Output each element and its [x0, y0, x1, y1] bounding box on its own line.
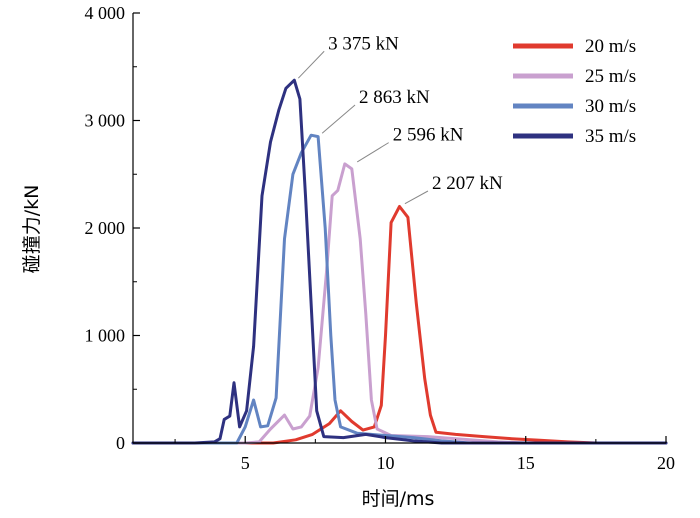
- y-tick-label: 1 000: [85, 326, 126, 346]
- y-tick-label: 0: [116, 433, 125, 453]
- legend-label: 30 m/s: [585, 96, 636, 117]
- legend-label: 35 m/s: [585, 126, 636, 147]
- x-tick-label: 10: [376, 453, 394, 473]
- annotation-leader-line: [321, 104, 356, 134]
- y-axis-label: 碰撞力/kN: [21, 185, 43, 274]
- legend-label: 20 m/s: [585, 36, 636, 57]
- annotation-label: 2 596 kN: [393, 125, 464, 146]
- series-line-30-m-s: [131, 133, 668, 445]
- x-tick-label: 5: [241, 453, 250, 473]
- series-line-25-m-s: [131, 162, 668, 445]
- legend-label: 25 m/s: [585, 66, 636, 87]
- annotation-leader-line: [356, 142, 389, 163]
- y-tick-label: 3 000: [85, 111, 126, 131]
- series-line-35-m-s: [131, 78, 668, 445]
- y-tick-label: 2 000: [85, 218, 126, 238]
- x-tick-label: 20: [657, 453, 675, 473]
- annotation-leader-line: [297, 50, 325, 79]
- x-axis-label: 时间/ms: [362, 488, 435, 510]
- annotation-label: 2 207 kN: [432, 173, 503, 194]
- annotation-label: 2 863 kN: [359, 87, 430, 108]
- annotation-leader-line: [404, 190, 429, 205]
- x-tick-label: 15: [517, 453, 535, 473]
- series-line-20-m-s: [131, 205, 668, 445]
- annotation-label: 3 375 kN: [328, 33, 399, 54]
- y-tick-label: 4 000: [85, 3, 126, 23]
